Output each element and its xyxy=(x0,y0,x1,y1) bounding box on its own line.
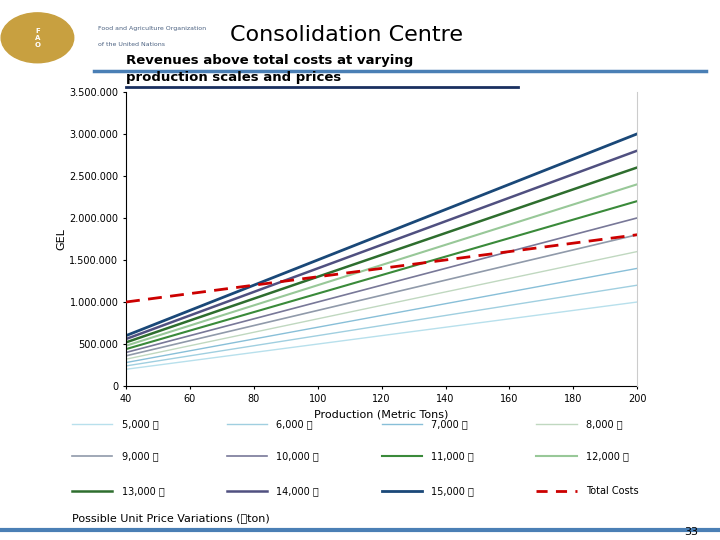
Text: Possible Unit Price Variations (₾ton): Possible Unit Price Variations (₾ton) xyxy=(72,514,270,523)
Text: 15,000 ₾: 15,000 ₾ xyxy=(431,486,474,496)
Y-axis label: GEL: GEL xyxy=(56,228,66,250)
Text: 9,000 ₾: 9,000 ₾ xyxy=(122,451,158,461)
Text: Consolidation Centre: Consolidation Centre xyxy=(230,25,464,45)
Text: 6,000 ₾: 6,000 ₾ xyxy=(276,419,313,429)
Text: 8,000 ₾: 8,000 ₾ xyxy=(586,419,623,429)
Text: 7,000 ₾: 7,000 ₾ xyxy=(431,419,468,429)
Text: 11,000 ₾: 11,000 ₾ xyxy=(431,451,474,461)
Text: 14,000 ₾: 14,000 ₾ xyxy=(276,486,319,496)
Text: of the United Nations: of the United Nations xyxy=(98,43,165,48)
Text: 33: 33 xyxy=(685,527,698,537)
Text: Total Costs: Total Costs xyxy=(586,486,639,496)
Text: 13,000 ₾: 13,000 ₾ xyxy=(122,486,164,496)
X-axis label: Production (Metric Tons): Production (Metric Tons) xyxy=(315,409,449,419)
Text: 12,000 ₾: 12,000 ₾ xyxy=(586,451,629,461)
Text: 5,000 ₾: 5,000 ₾ xyxy=(122,419,158,429)
Text: 10,000 ₾: 10,000 ₾ xyxy=(276,451,319,461)
Text: Food and Agriculture Organization: Food and Agriculture Organization xyxy=(98,26,206,31)
Text: F
A
O: F A O xyxy=(35,28,40,48)
Circle shape xyxy=(1,13,73,63)
Text: Revenues above total costs at varying
production scales and prices: Revenues above total costs at varying pr… xyxy=(126,53,413,84)
